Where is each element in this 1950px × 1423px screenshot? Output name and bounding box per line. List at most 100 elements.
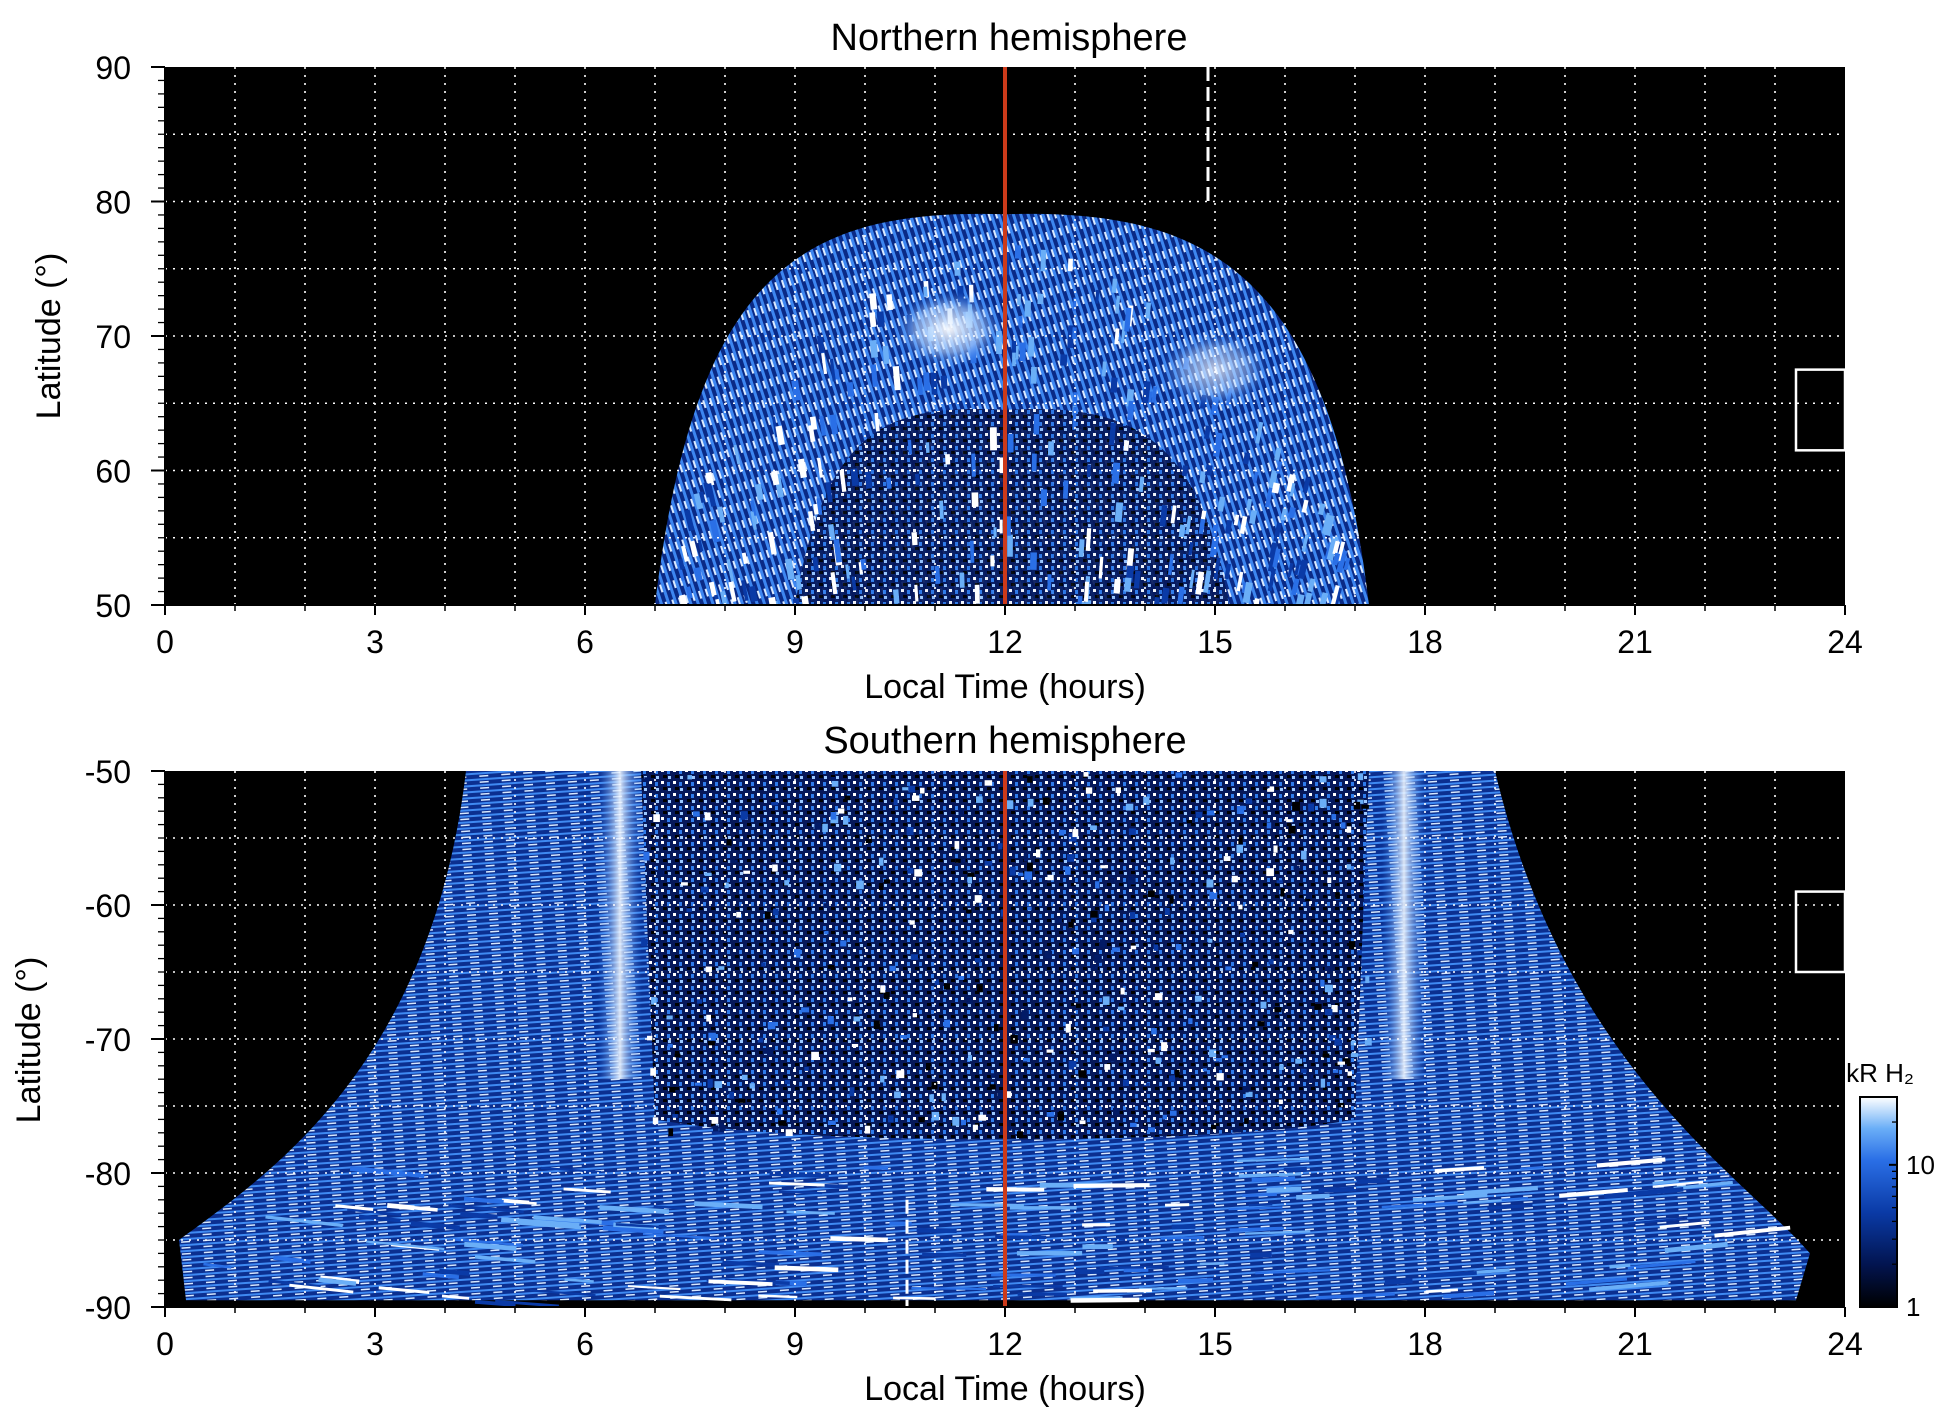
emission-pixel <box>1151 385 1158 403</box>
y-tick-label: -70 <box>85 1022 131 1058</box>
emission-pixel <box>1175 944 1182 951</box>
emission-pixel <box>1030 366 1037 384</box>
emission-pixel <box>1108 422 1116 446</box>
emission-pixel <box>1267 568 1277 592</box>
emission-pixel <box>1286 473 1296 493</box>
emission-streak <box>991 1273 1056 1277</box>
ylabel-northern: Latitude (°) <box>30 253 68 420</box>
emission-streak <box>406 1205 438 1212</box>
emission-pixel <box>1075 1003 1081 1008</box>
emission-pixel <box>1017 294 1021 305</box>
emission-pixel <box>1188 1018 1193 1024</box>
emission-pixel <box>812 556 820 572</box>
y-tick-label: -50 <box>85 754 131 790</box>
emission-pixel <box>1239 515 1248 535</box>
emission-pixel <box>1147 890 1155 898</box>
emission-streak <box>386 1203 415 1211</box>
emission-streak <box>1244 1230 1311 1235</box>
emission-pixel <box>1111 876 1116 883</box>
emission-pixel <box>822 823 828 833</box>
emission-streak <box>1016 1250 1083 1256</box>
emission-pixel <box>977 984 983 993</box>
emission-pixel <box>1100 865 1108 869</box>
emission-pixel <box>1319 798 1327 808</box>
emission-pixel <box>728 581 737 602</box>
emission-pixel <box>1314 1003 1322 1010</box>
emission-pixel <box>672 1114 678 1118</box>
emission-pixel <box>892 589 900 604</box>
emission-pixel <box>1007 433 1014 453</box>
emission-pixel <box>1189 569 1195 589</box>
emission-pixel <box>1128 828 1136 835</box>
emission-pixel <box>997 843 1003 850</box>
emission-pixel <box>944 1019 951 1028</box>
emission-streak <box>1596 1157 1666 1168</box>
emission-pixel <box>870 364 879 388</box>
emission-pixel <box>730 859 738 863</box>
colorbar-label: kR H₂ <box>1846 1058 1914 1088</box>
emission-pixel <box>767 1047 774 1056</box>
emission-pixel <box>1288 506 1296 519</box>
emission-pixel <box>1154 993 1163 1001</box>
emission-pixel <box>1257 1021 1265 1027</box>
emission-pixel <box>883 879 890 884</box>
emission-streak <box>1255 1269 1331 1275</box>
emission-pixel <box>1236 844 1244 853</box>
emission-pixel <box>957 858 966 863</box>
emission-pixel <box>811 1051 819 1061</box>
emission-pixel <box>1144 302 1152 319</box>
emission-pixel <box>829 414 839 435</box>
emission-pixel <box>1293 865 1300 870</box>
emission-pixel <box>1155 1057 1161 1064</box>
emission-pixel <box>1292 801 1300 811</box>
emission-streak <box>366 1240 445 1251</box>
emission-pixel <box>693 811 700 817</box>
emission-pixel <box>892 366 901 391</box>
emission-pixel <box>1104 1064 1111 1070</box>
emission-pixel <box>1028 336 1035 357</box>
emission-pixel <box>925 442 930 453</box>
emission-pixel <box>771 802 779 806</box>
emission-streak <box>786 1210 835 1215</box>
emission-pixel <box>994 1024 999 1032</box>
emission-pixel <box>1268 470 1278 489</box>
emission-pixel <box>1126 400 1135 421</box>
emission-pixel <box>941 1093 946 1102</box>
emission-streak <box>830 1236 888 1243</box>
emission-pixel <box>709 519 721 543</box>
emission-pixel <box>1072 327 1077 340</box>
emission-pixel <box>1255 421 1264 444</box>
emission-streak <box>1558 1188 1628 1198</box>
emission-pixel <box>1123 1079 1130 1087</box>
emission-pixel <box>934 979 940 985</box>
emission-pixel <box>1161 1042 1168 1052</box>
emission-pixel <box>966 997 973 1005</box>
emission-pixel <box>764 911 771 919</box>
emission-streak <box>1627 1259 1696 1270</box>
emission-pixel <box>830 572 838 595</box>
y-tick-label: 80 <box>95 185 131 221</box>
emission-pixel <box>1245 1091 1253 1097</box>
x-tick-label: 15 <box>1197 624 1233 660</box>
emission-pixel <box>990 555 995 567</box>
emission-pixel <box>959 572 965 588</box>
emission-pixel <box>1114 502 1124 523</box>
emission-streak <box>627 1285 681 1291</box>
emission-pixel <box>1242 452 1251 465</box>
inset-box <box>1794 890 1847 974</box>
emission-pixel <box>1208 938 1213 943</box>
emission-streak <box>503 1199 537 1206</box>
emission-pixel <box>1018 872 1024 876</box>
emission-streak <box>1177 1278 1214 1284</box>
emission-pixel <box>1217 496 1226 512</box>
emission-streak <box>774 1265 839 1273</box>
emission-pixel <box>776 1108 783 1115</box>
emission-pixel <box>1242 1086 1249 1093</box>
emission-pixel <box>1188 541 1194 556</box>
emission-streak <box>448 1204 524 1214</box>
emission-streak <box>564 1278 594 1283</box>
emission-pixel <box>1014 245 1022 259</box>
emission-pixel <box>1098 603 1104 605</box>
emission-core-northern <box>795 409 1229 605</box>
emission-pixel <box>1142 380 1151 404</box>
